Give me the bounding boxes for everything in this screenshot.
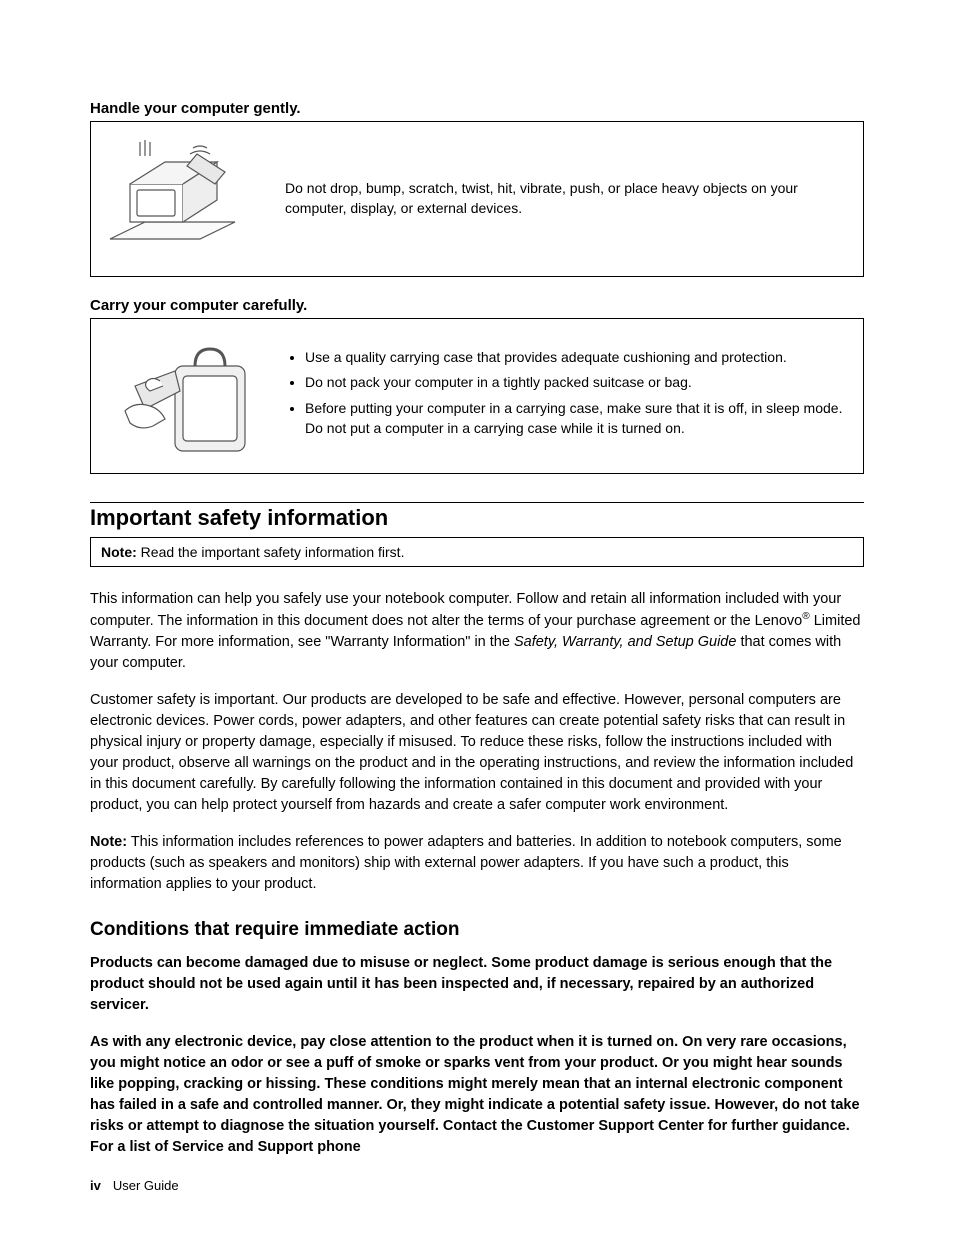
conditions-heading: Conditions that require immediate action	[90, 919, 864, 941]
laptop-drop-illustration	[105, 134, 265, 264]
safety-divider	[90, 502, 864, 503]
carry-bullet-2: Do not pack your computer in a tightly p…	[305, 373, 849, 393]
conditions-para-2: As with any electronic device, pay close…	[90, 1032, 864, 1158]
carry-carefully-box: Use a quality carrying case that provide…	[90, 318, 864, 474]
safety-para-1: This information can help you safely use…	[90, 589, 864, 674]
handle-gently-box: Do not drop, bump, scratch, twist, hit, …	[90, 121, 864, 277]
carry-carefully-heading: Carry your computer carefully.	[90, 297, 864, 314]
footer-title: User Guide	[113, 1178, 179, 1193]
carry-bullet-1: Use a quality carrying case that provide…	[305, 348, 849, 368]
handle-gently-text: Do not drop, bump, scratch, twist, hit, …	[285, 179, 849, 218]
safety-note-text: Read the important safety information fi…	[137, 544, 405, 560]
handle-gently-heading: Handle your computer gently.	[90, 100, 864, 117]
safety-para-3: Note: This information includes referenc…	[90, 832, 864, 895]
carry-bullet-3: Before putting your computer in a carryi…	[305, 399, 849, 438]
page-footer: iv User Guide	[90, 1178, 179, 1193]
note-label: Note:	[101, 544, 137, 560]
carrying-case-illustration	[105, 331, 265, 461]
safety-para-2: Customer safety is important. Our produc…	[90, 690, 864, 816]
safety-heading: Important safety information	[90, 505, 864, 531]
carry-carefully-list: Use a quality carrying case that provide…	[285, 348, 849, 444]
safety-note-box: Note: Read the important safety informat…	[90, 537, 864, 567]
conditions-para-1: Products can become damaged due to misus…	[90, 953, 864, 1016]
page-number: iv	[90, 1178, 101, 1193]
